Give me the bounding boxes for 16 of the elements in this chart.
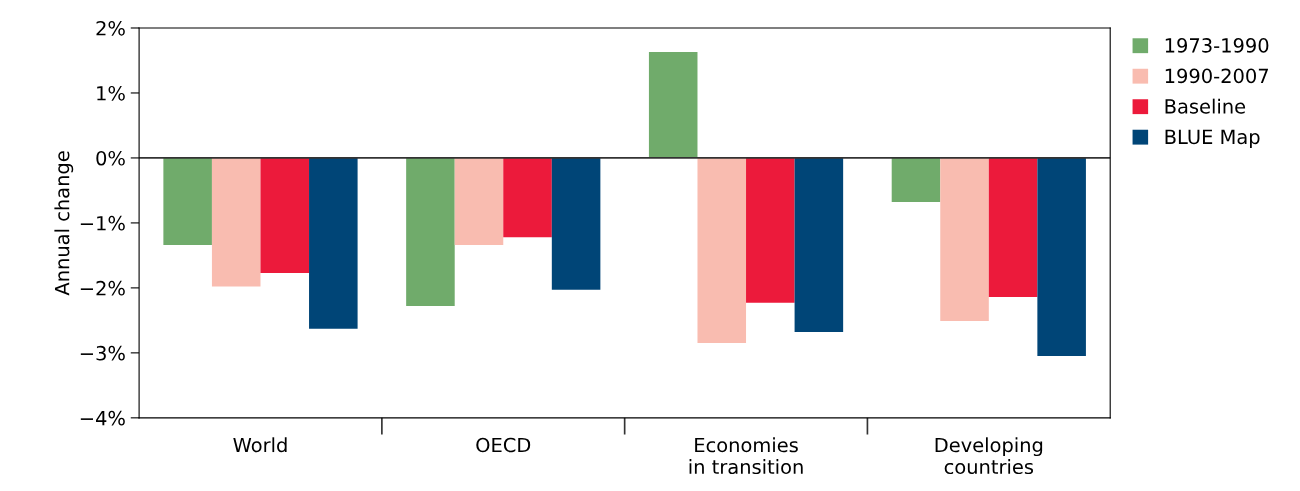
y-tick-label: 0% — [96, 150, 125, 166]
y-tick-label: −1% — [80, 215, 125, 231]
x-tick-label: Economies in transition — [689, 437, 803, 475]
legend-label: BLUE Map — [1165, 129, 1260, 148]
y-tick-label: −3% — [80, 345, 125, 361]
y-tick-label: 2% — [96, 20, 125, 36]
y-axis-title: Annual change — [54, 151, 74, 296]
x-tick-label: World — [233, 437, 287, 453]
y-tick-label: −4% — [80, 410, 125, 426]
legend-label: Baseline — [1165, 98, 1246, 114]
x-tick-label: Developing countries — [935, 437, 1043, 475]
y-tick-label: 1% — [97, 85, 125, 101]
y-tick-label: −2% — [80, 280, 125, 296]
x-tick-label: OECD — [476, 437, 531, 453]
legend-label: 1973-1990 — [1165, 38, 1269, 53]
legend-label: 1990-2007 — [1165, 68, 1268, 84]
